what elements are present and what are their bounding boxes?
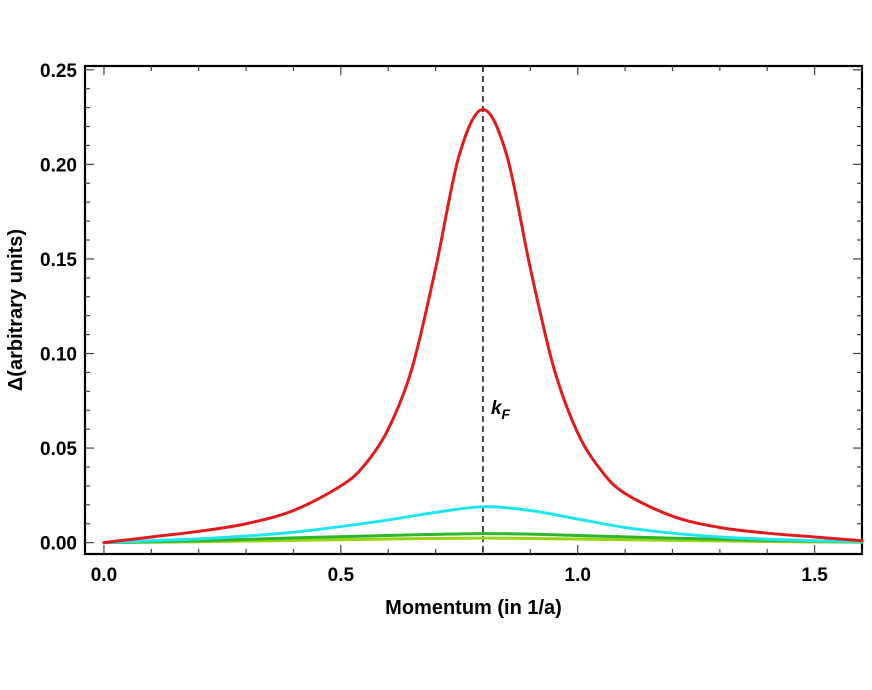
y-axis-title: Δ(arbitrary units) [5, 229, 27, 391]
x-axis-title: Momentum (in 1/a) [385, 597, 562, 619]
series-line-4 [102, 536, 864, 545]
x-tick-label: 1.5 [801, 565, 828, 586]
series-line-2 [102, 505, 864, 545]
fermi-momentum-label: kF [491, 398, 511, 422]
y-tick-label: 0.25 [40, 61, 77, 82]
fermi-label-subscript: F [502, 406, 511, 422]
x-tick-label: 0.0 [91, 565, 117, 586]
series-line-1 [102, 108, 864, 545]
plot-area: 0.0 0.5 1.0 1.5 0.00 0.05 0.10 0.15 0.20 0.25 Mome… [5, 61, 864, 619]
fermi-label-main: k [491, 398, 503, 419]
series-line-3 [102, 532, 864, 545]
x-tick-label: 1.0 [565, 565, 591, 586]
y-tick-label: 0.05 [40, 439, 77, 460]
y-tick-label: 0.20 [40, 155, 77, 176]
y-tick-label: 0.00 [40, 534, 77, 555]
y-tick-label: 0.15 [40, 250, 77, 271]
x-tick-label: 0.5 [328, 565, 355, 586]
y-tick-label: 0.10 [40, 345, 77, 366]
plot-frame [83, 64, 864, 556]
